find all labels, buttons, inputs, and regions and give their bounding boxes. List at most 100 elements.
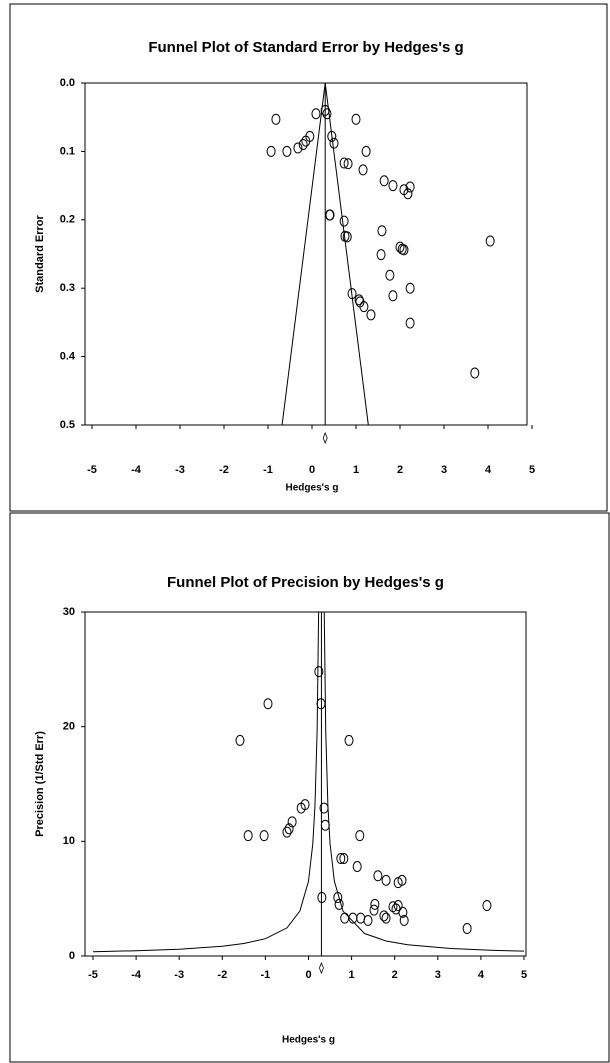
study-point: [397, 874, 407, 886]
study-point: [373, 870, 383, 882]
study-point: [379, 910, 389, 922]
study-point: [300, 799, 310, 811]
study-point: [399, 244, 409, 256]
y-tick-label: 0.1: [60, 145, 75, 157]
funnel-line: [281, 82, 369, 426]
x-tick-label: -4: [131, 969, 142, 981]
study-point: [356, 912, 366, 924]
study-point: [381, 912, 391, 924]
x-tick-label: 4: [485, 464, 492, 476]
study-point: [314, 666, 324, 678]
x-tick-label: 3: [435, 969, 441, 981]
summary-diamond: [322, 431, 328, 445]
y-tick-label: 0.0: [60, 77, 75, 89]
study-point: [342, 231, 352, 243]
panel-frame: [9, 3, 608, 512]
study-point: [369, 904, 379, 916]
study-point: [305, 130, 315, 142]
x-tick-label: 3: [441, 464, 447, 476]
study-point: [271, 113, 281, 125]
summary-diamond: [318, 961, 324, 975]
y-tick-label: 0.4: [60, 351, 76, 363]
study-point: [339, 215, 349, 227]
study-point: [366, 309, 376, 321]
study-point: [370, 898, 380, 910]
funnel-line: [323, 611, 525, 952]
study-point: [385, 269, 395, 281]
study-point: [344, 734, 354, 746]
study-point: [339, 157, 349, 169]
study-point: [311, 108, 321, 120]
study-point: [470, 367, 480, 379]
study-point: [317, 892, 327, 904]
study-point: [266, 145, 276, 157]
x-tick-label: -1: [261, 969, 271, 981]
study-point: [398, 906, 408, 918]
study-point: [340, 912, 350, 924]
y-tick-label: 0.2: [60, 214, 75, 226]
y-axis-label: Precision (1/Std Err): [34, 731, 46, 837]
panel-frame: [9, 512, 610, 1063]
study-point: [405, 317, 415, 329]
y-tick-label: 20: [63, 721, 75, 733]
x-tick-label: -5: [88, 969, 98, 981]
study-point: [358, 164, 368, 176]
study-point: [263, 698, 273, 710]
study-point: [351, 113, 361, 125]
x-tick-label: -3: [175, 464, 185, 476]
study-point: [376, 249, 386, 261]
y-tick-label: 0.5: [60, 419, 75, 431]
x-tick-label: -3: [174, 969, 184, 981]
y-tick-label: 0.3: [60, 282, 75, 294]
study-point: [336, 853, 346, 865]
funnel-line: [92, 611, 320, 953]
study-point: [320, 104, 330, 116]
x-tick-label: 1: [353, 464, 359, 476]
x-tick-label: 2: [397, 464, 403, 476]
study-point: [329, 137, 339, 149]
x-tick-label: 0: [309, 464, 315, 476]
study-point: [403, 188, 413, 200]
x-tick-label: -5: [87, 464, 97, 476]
x-axis-label: Hedges's g: [286, 483, 339, 494]
plot-frame: [84, 611, 527, 957]
study-point: [354, 294, 364, 306]
x-tick-label: 1: [349, 969, 355, 981]
study-point: [282, 826, 292, 838]
x-tick-label: -2: [217, 969, 227, 981]
study-point: [462, 922, 472, 934]
study-point: [363, 914, 373, 926]
x-tick-label: 4: [478, 969, 485, 981]
chart-title: Funnel Plot of Precision by Hedges's g: [167, 574, 444, 591]
study-point: [293, 142, 303, 154]
study-point: [352, 861, 362, 873]
study-point: [339, 853, 349, 865]
x-axis-label: Hedges's g: [282, 1035, 335, 1046]
study-point: [320, 819, 330, 831]
x-tick-label: 0: [305, 969, 311, 981]
study-point: [393, 900, 403, 912]
y-axis-label: Standard Error: [34, 214, 46, 292]
x-tick-label: -4: [131, 464, 142, 476]
study-point: [334, 898, 344, 910]
study-point: [243, 830, 253, 842]
study-point: [287, 816, 297, 828]
study-point: [405, 282, 415, 294]
study-point: [399, 914, 409, 926]
study-point: [298, 139, 308, 151]
study-point: [388, 901, 398, 913]
x-tick-label: 5: [529, 464, 535, 476]
study-point: [259, 830, 269, 842]
y-tick-label: 10: [63, 835, 75, 847]
study-point: [482, 900, 492, 912]
study-point: [388, 290, 398, 302]
study-point: [379, 175, 389, 187]
study-point: [235, 734, 245, 746]
study-point: [282, 145, 292, 157]
study-point: [405, 181, 415, 193]
x-tick-label: 2: [392, 969, 398, 981]
study-point: [284, 823, 294, 835]
x-tick-label: -1: [263, 464, 273, 476]
y-tick-label: 30: [63, 606, 75, 618]
